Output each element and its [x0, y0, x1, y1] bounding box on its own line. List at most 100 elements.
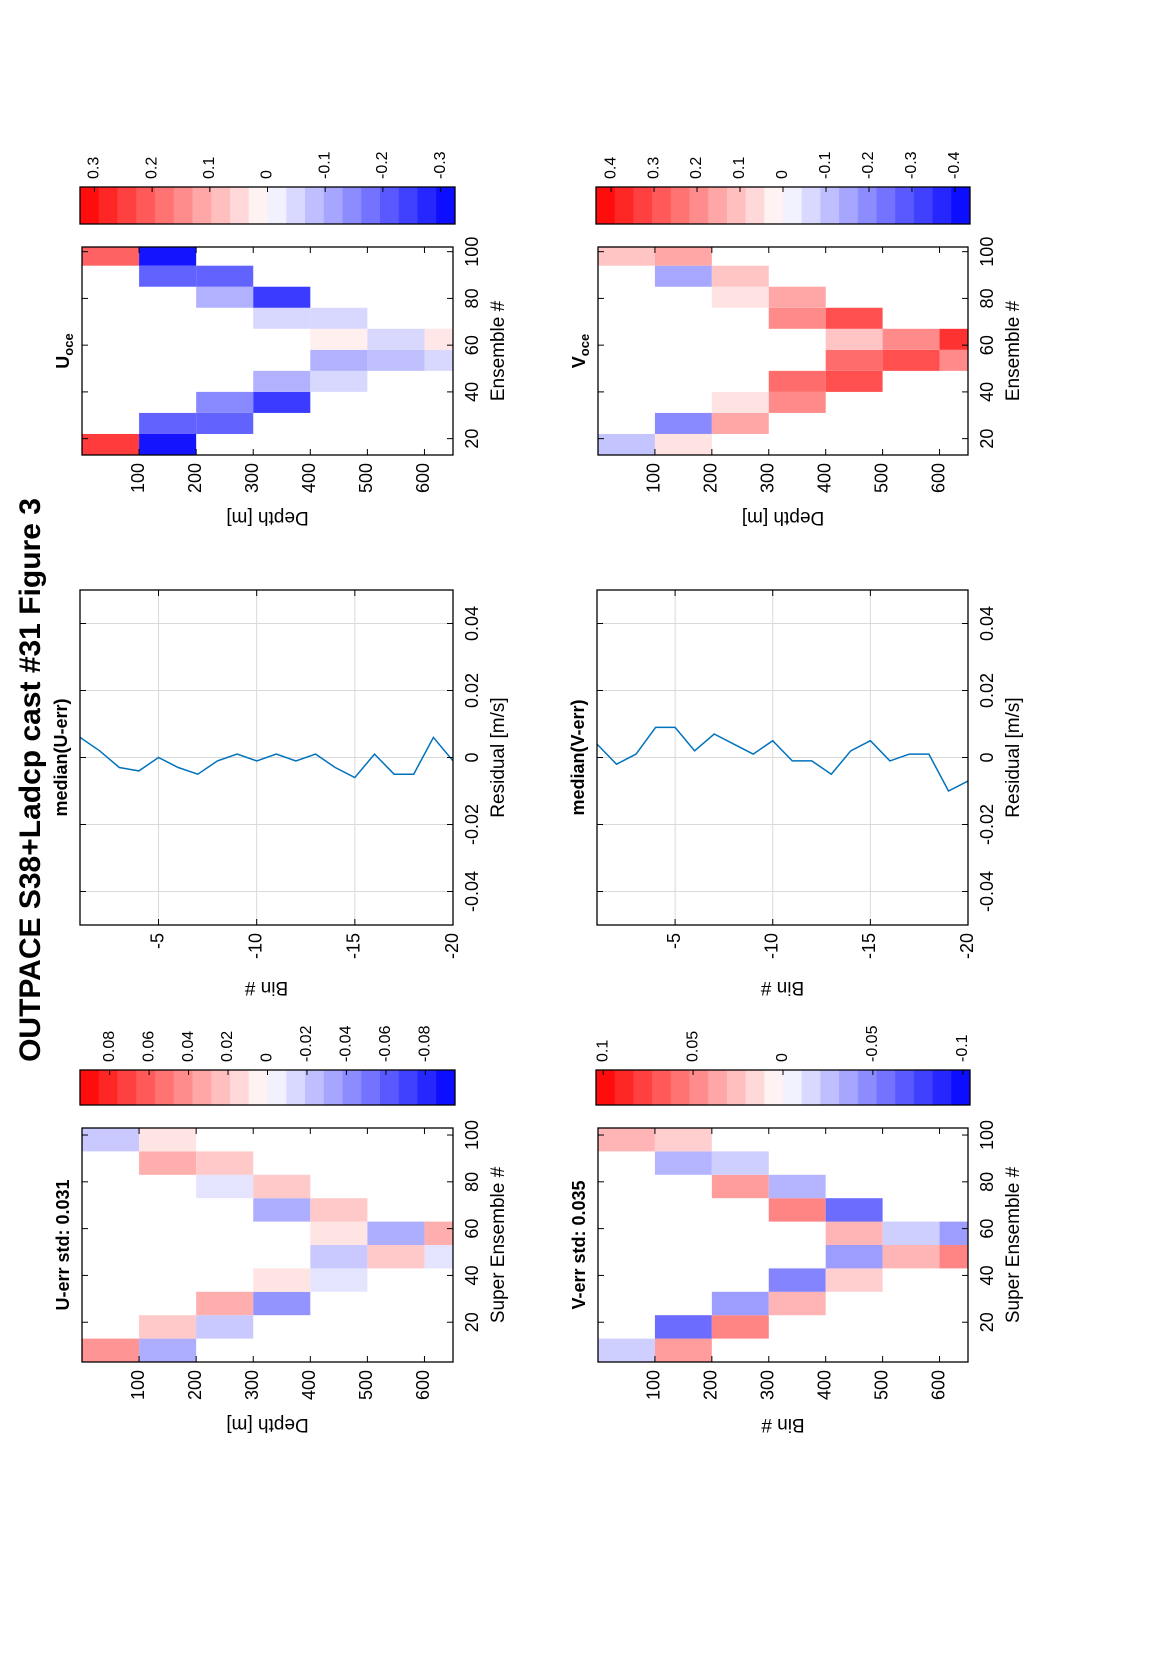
heatmap-cell: [82, 433, 140, 455]
colorbar-tick-label: -0.06: [377, 1025, 394, 1062]
heatmap-cell: [768, 1174, 826, 1199]
colorbar-step: [932, 187, 952, 224]
colorbar-step: [230, 1070, 250, 1105]
y-tick-label: 400: [299, 1370, 319, 1400]
colorbar-step: [136, 1070, 156, 1105]
colorbar-step: [913, 187, 934, 224]
panel-title: Uoce: [53, 333, 77, 368]
y-tick-label: 300: [758, 463, 778, 493]
colorbar-tick-label: 0: [774, 1053, 791, 1062]
heatmap-cell: [711, 1291, 769, 1316]
heatmap-cell: [139, 412, 197, 434]
colorbar-tick-label: -0.1: [316, 151, 333, 179]
colorbar-tick-label: -0.05: [864, 1025, 881, 1062]
heatmap-cell: [367, 328, 425, 350]
x-tick-label: 40: [977, 382, 997, 402]
heatmap-cell: [367, 1221, 425, 1245]
colorbar-step: [248, 1070, 268, 1105]
plot-frame: [81, 1127, 454, 1363]
colorbar-step: [633, 187, 653, 224]
colorbar-step: [689, 1070, 709, 1105]
colorbar-tick-label: 0.05: [684, 1031, 701, 1062]
colorbar-step: [192, 1070, 212, 1105]
colorbar-step: [136, 187, 156, 224]
y-tick-label: 100: [644, 1370, 664, 1400]
y-tick-label: 600: [928, 1370, 948, 1400]
colorbar-step: [173, 187, 193, 224]
colorbar-step: [652, 187, 672, 224]
plot-background: [598, 247, 968, 455]
heatmap-cell: [768, 1198, 826, 1222]
y-tick-label: 200: [701, 1370, 721, 1400]
heatmap-cell: [598, 247, 655, 266]
x-tick-label: 0.04: [462, 606, 482, 641]
heatmap-cell: [768, 370, 826, 392]
colorbar-tick-label: 0: [774, 170, 791, 179]
heatmap-cell: [310, 1244, 368, 1269]
y-tick-label: -20: [442, 933, 462, 959]
y-axis-label: Depth [m]: [742, 507, 824, 528]
heatmap-cell: [139, 265, 197, 287]
colorbar-tick-label: 0.2: [688, 157, 705, 179]
heatmap-cell: [711, 1174, 769, 1199]
x-tick-label: 100: [977, 1120, 997, 1150]
colorbar-step: [801, 187, 821, 224]
colorbar-step: [380, 187, 400, 224]
panel-title: median(U-err): [51, 698, 71, 816]
heatmap-cell: [598, 1338, 655, 1362]
colorbar-step: [98, 187, 118, 224]
colorbar-tick-label: -0.08: [417, 1025, 434, 1062]
colorbar-step: [398, 187, 418, 224]
colorbar-step: [764, 1070, 784, 1105]
heatmap-cell: [825, 1268, 883, 1292]
x-tick-label: -0.02: [977, 804, 997, 845]
plot-background: [598, 1128, 968, 1362]
heatmap-cell: [598, 433, 655, 455]
colorbar-step: [745, 1070, 765, 1105]
x-tick-label: 0: [977, 752, 997, 762]
heatmap-cell: [939, 1221, 968, 1245]
heatmap-cell: [424, 1221, 453, 1245]
colorbar-step: [596, 1070, 616, 1105]
heatmap-cell: [768, 391, 826, 413]
colorbar-tick-label: 0.1: [201, 157, 218, 179]
heatmap-cell: [654, 433, 712, 455]
heatmap-cell: [654, 412, 712, 434]
colorbar-step: [117, 187, 137, 224]
colorbar-tick-label: -0.2: [374, 151, 391, 179]
plot-area: [82, 247, 453, 455]
y-tick-label: 200: [185, 1370, 205, 1400]
plot-background: [82, 1128, 453, 1362]
heatmap-cell: [768, 307, 826, 329]
colorbar-step: [820, 1070, 840, 1105]
y-tick-label: 100: [128, 1370, 148, 1400]
title-main: U: [53, 356, 73, 369]
colorbar-tick-label: -0.1: [817, 151, 834, 179]
colorbar-step: [895, 1070, 915, 1105]
colorbar-step: [614, 1070, 634, 1105]
colorbar-tick-label: 0.1: [731, 157, 748, 179]
colorbar-step: [932, 1070, 952, 1105]
heatmap-cell: [139, 247, 197, 266]
heatmap-cell: [825, 328, 883, 350]
y-tick-label: 500: [356, 463, 376, 493]
y-axis-label: Depth [m]: [226, 507, 308, 528]
heatmap-cell: [310, 349, 368, 371]
heatmap-cell: [882, 349, 940, 371]
colorbar-step: [80, 187, 100, 224]
heatmap-cell: [196, 1151, 254, 1175]
x-tick-label: 20: [977, 1312, 997, 1332]
y-tick-label: 100: [644, 463, 664, 493]
colorbar-step: [323, 187, 343, 224]
x-tick-label: 100: [977, 237, 997, 267]
colorbar-tick-label: 0.02: [219, 1031, 236, 1062]
colorbar-step: [857, 187, 877, 224]
colorbar-step: [305, 1070, 325, 1105]
y-tick-label: -20: [957, 933, 977, 959]
colorbar-step: [173, 1070, 193, 1105]
heatmap-cell: [310, 307, 368, 329]
colorbar-step: [670, 187, 690, 224]
heatmap-cell: [768, 1291, 826, 1316]
heatmap-cell: [825, 307, 883, 329]
